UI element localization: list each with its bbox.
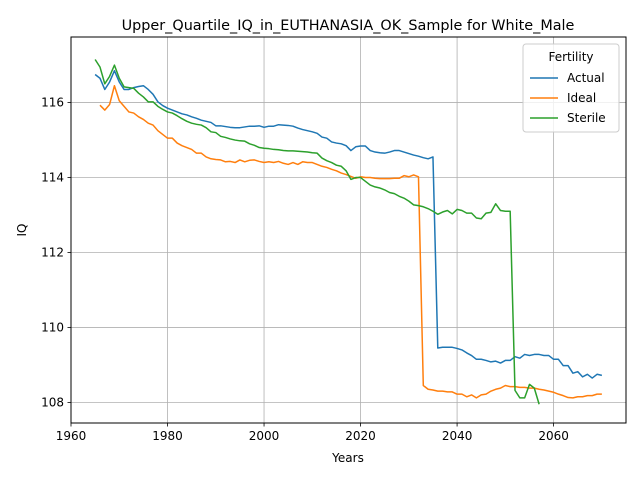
y-tick-label: 114 (41, 171, 64, 185)
series-lines (94, 59, 603, 405)
legend-box (522, 43, 620, 133)
chart-title: Upper_Quartile_IQ_in_EUTHANASIA_OK_Sampl… (122, 18, 575, 34)
x-tick-label: 2040 (442, 429, 473, 443)
legend-label-actual: Actual (567, 71, 605, 85)
x-tick-label: 2000 (249, 429, 280, 443)
y-tick-label: 110 (41, 320, 64, 334)
y-tick-label: 112 (41, 245, 64, 259)
legend-label-ideal: Ideal (567, 91, 596, 105)
series-line-ideal (99, 84, 602, 399)
axis-ticks: 1960 1980 2000 2020 2040 2060 108 110 112 114 116 (41, 96, 569, 443)
legend: Fertility Actual Ideal Sterile (522, 43, 620, 133)
legend-title: Fertility (548, 50, 593, 64)
x-tick-label: 1960 (56, 429, 87, 443)
legend-label-sterile: Sterile (567, 111, 606, 125)
plot-frame (70, 36, 627, 424)
x-tick-label: 2060 (538, 429, 569, 443)
x-tick-label: 1980 (152, 429, 183, 443)
x-axis-label: Years (331, 451, 364, 465)
x-tick-label: 2020 (345, 429, 376, 443)
y-tick-label: 108 (41, 395, 64, 409)
series-line-actual (94, 69, 603, 379)
y-tick-label: 116 (41, 96, 64, 110)
y-axis-label: IQ (15, 224, 29, 237)
series-line-sterile (94, 59, 540, 405)
